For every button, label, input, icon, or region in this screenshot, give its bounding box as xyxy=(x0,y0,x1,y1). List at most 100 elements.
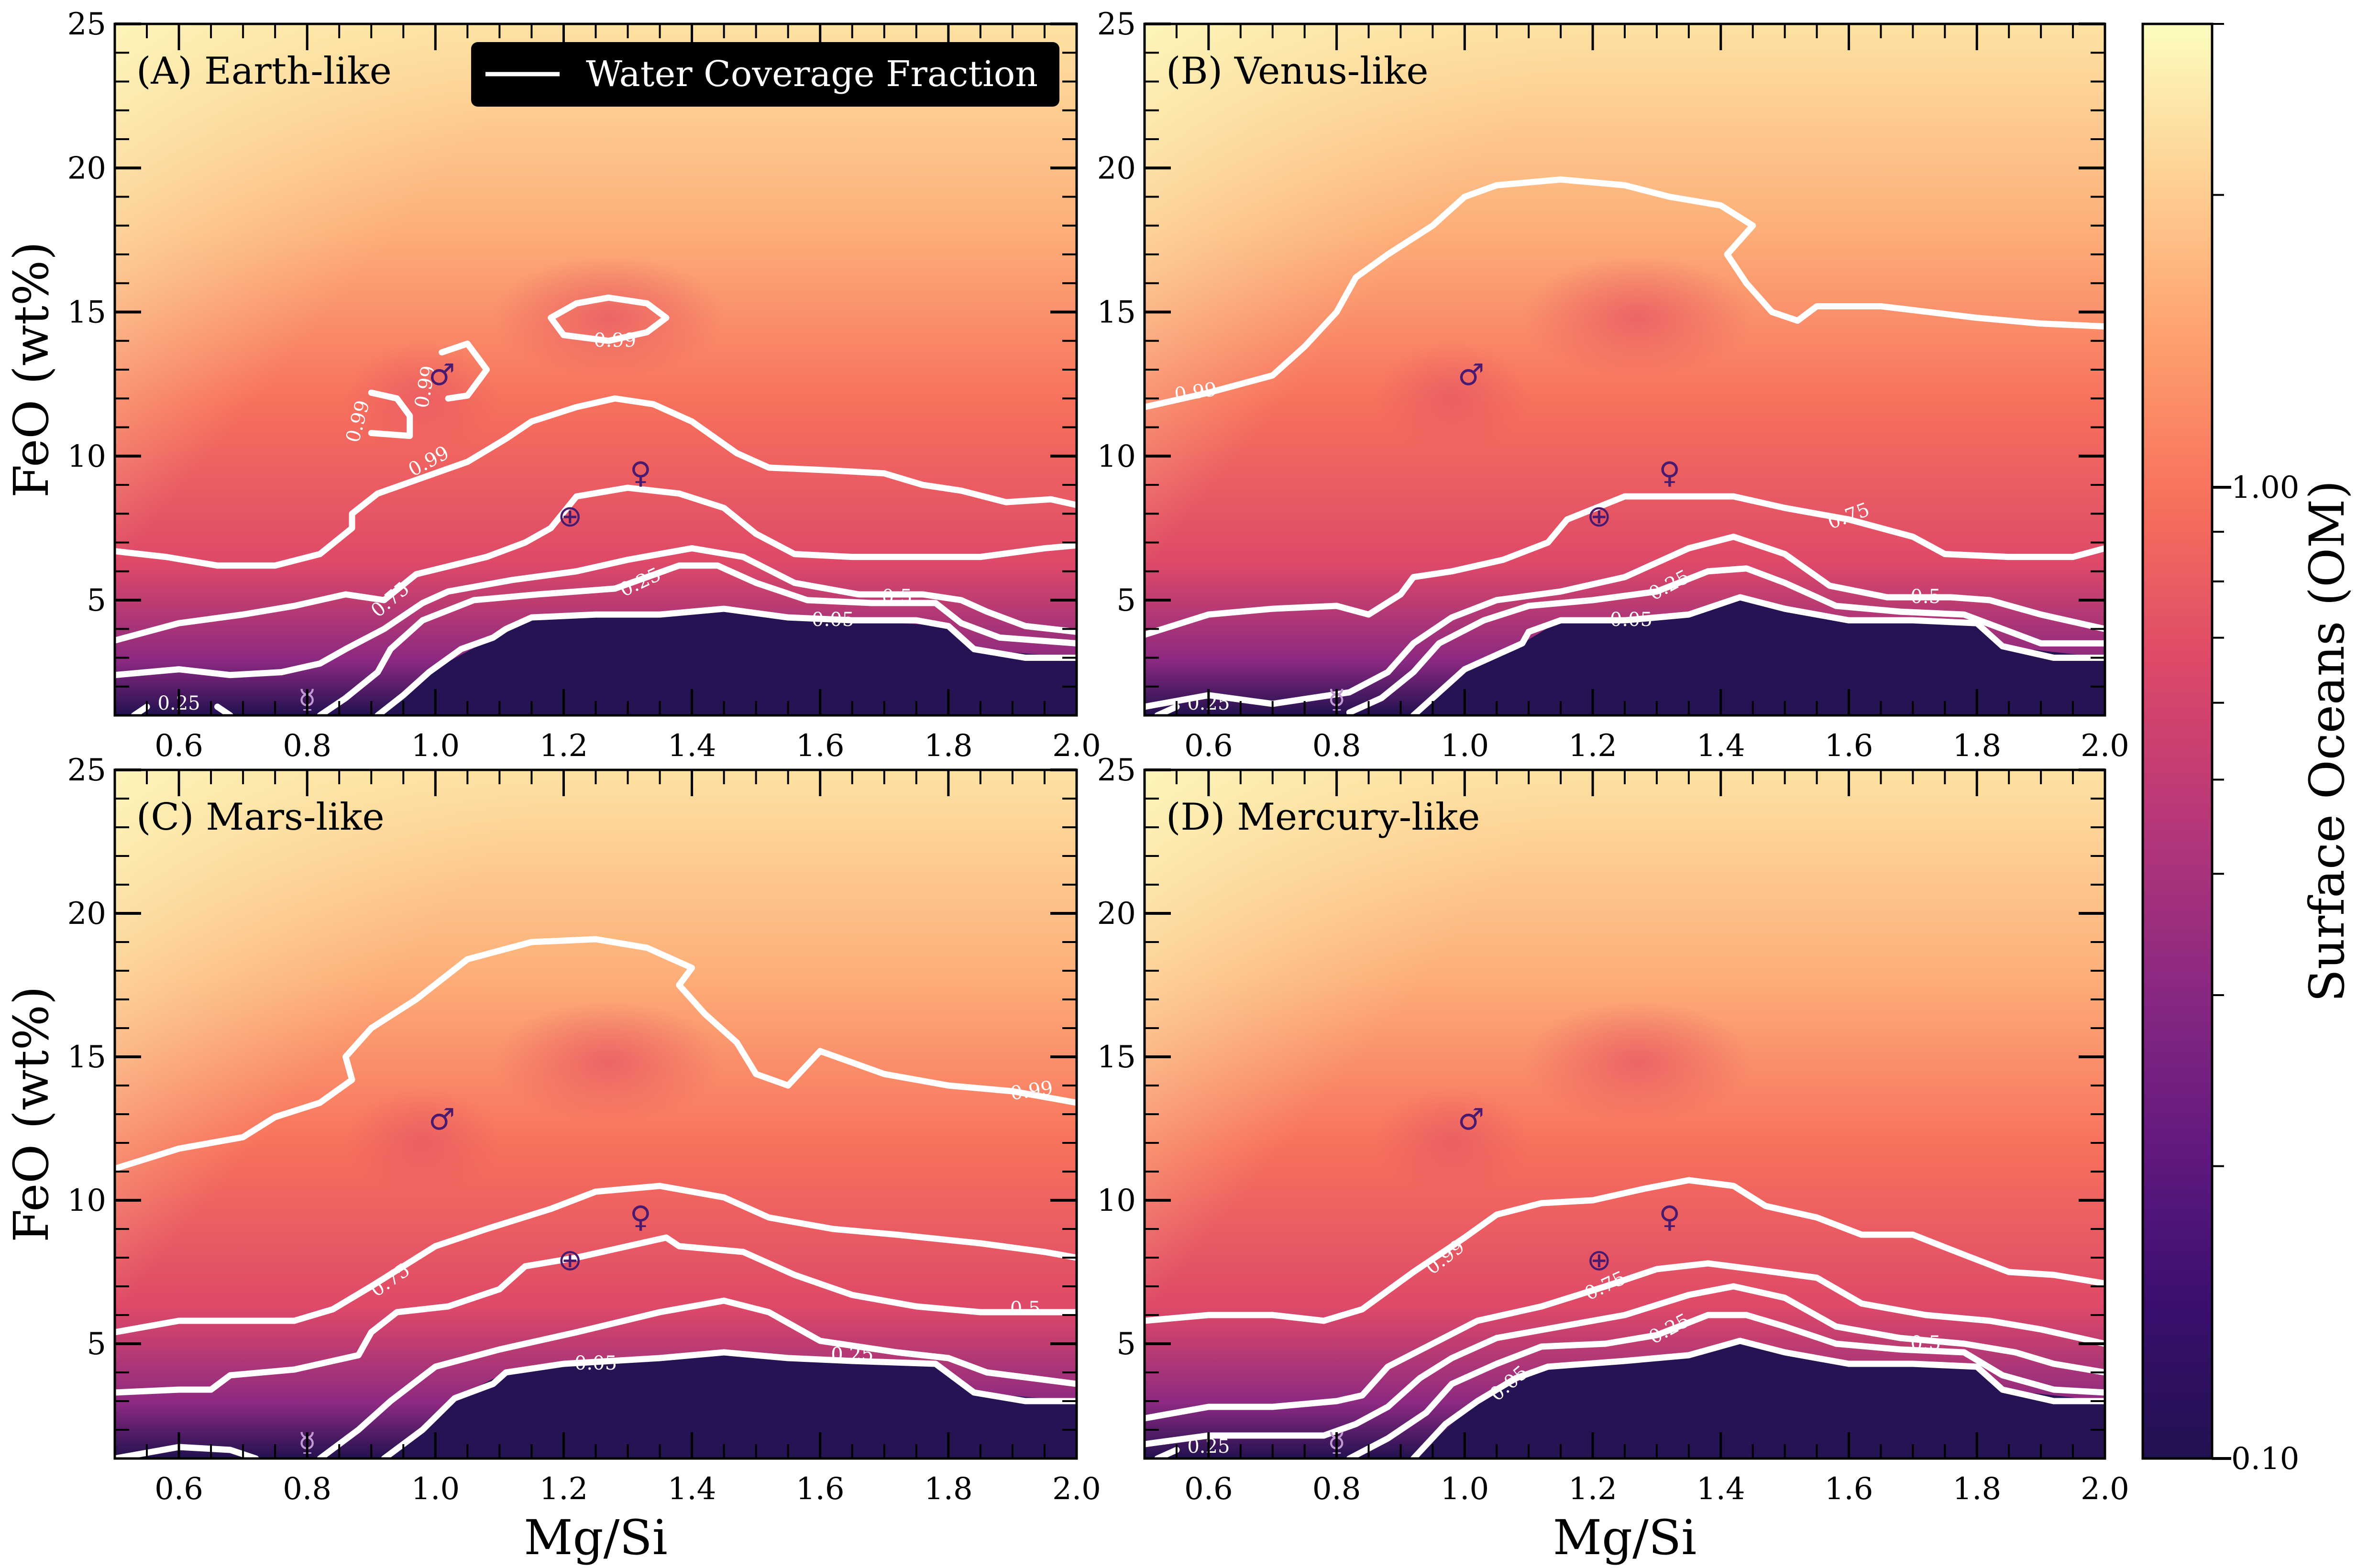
x-tick-label: 0.6 xyxy=(1184,1471,1233,1507)
contour-line-0-5 xyxy=(1145,1283,2105,1447)
y-tick-label: 15 xyxy=(1097,1040,1136,1075)
contour-line-0-75 xyxy=(1145,493,2105,638)
contour-label: 0.99 xyxy=(594,329,636,351)
colorbar: 1.00 0.10 Surface Oceans (OM) xyxy=(2141,22,2355,1477)
planet-marker-earth: ⊕ xyxy=(1586,1242,1611,1277)
planet-marker-mars: ♂ xyxy=(429,1102,455,1137)
x-tick-label: 1.8 xyxy=(1952,1471,2001,1507)
contour-label-group: 0.5 xyxy=(1910,586,1941,608)
planet-marker-venus: ♀ xyxy=(1659,455,1680,490)
contour-line-0-99 xyxy=(115,395,1077,569)
contour-label: 0.5 xyxy=(1910,586,1941,608)
x-tick-label: 2.0 xyxy=(2081,728,2129,764)
y-tick-label: 10 xyxy=(1097,1183,1136,1218)
x-tick-label: 1.0 xyxy=(411,1471,460,1507)
contour-line-0-75 xyxy=(115,484,1077,644)
contour-line-0-25 xyxy=(317,562,1077,715)
y-tick-label: 10 xyxy=(1097,439,1136,474)
y-tick-label: 10 xyxy=(67,439,106,474)
heatmap-hotspot xyxy=(493,1000,724,1125)
contour-line-0-5 xyxy=(115,545,1077,679)
heatmap-low-region xyxy=(1413,597,2105,715)
x-tick-label: 1.8 xyxy=(924,728,973,764)
x-tick-label: 1.4 xyxy=(1696,728,1745,764)
contour-line-0-5 xyxy=(1145,533,2105,710)
x-tick-label: 1.2 xyxy=(1568,728,1617,764)
planet-marker-mars: ♂ xyxy=(429,357,455,392)
x-tick-label: 0.8 xyxy=(1312,1471,1361,1507)
x-tick-label: 1.8 xyxy=(924,1471,973,1507)
panel-heatmap: 0.990.750.50.250.050.25☿♀⊕♂ xyxy=(1145,24,2105,715)
heatmap-hotspot xyxy=(345,343,500,454)
panel-heatmap: 0.990.750.50.250.250.05☿♀⊕♂ xyxy=(115,770,1077,1458)
panel-title: (C) Mars-like xyxy=(136,796,385,839)
contour-label-group: 0.05 xyxy=(574,1352,617,1374)
legend-box xyxy=(471,42,1059,107)
contour-label: 0.05 xyxy=(1610,609,1652,631)
y-axis-label: FeO (wt%) xyxy=(3,241,59,498)
contour-line-0-75 xyxy=(115,1183,1077,1336)
x-tick-label: 1.0 xyxy=(411,728,460,764)
x-tick-label: 1.4 xyxy=(668,1471,716,1507)
panel-b: 0.990.750.50.250.050.25☿♀⊕♂0.60.81.01.21… xyxy=(1097,7,2129,764)
contour-label-group: 0.5 xyxy=(1010,1298,1041,1320)
x-tick-label: 0.6 xyxy=(154,1471,203,1507)
y-tick-label: 25 xyxy=(67,7,106,42)
x-axis-label: Mg/Si xyxy=(524,1510,668,1566)
panel-heatmap: 0.990.750.50.250.050.25☿♀⊕♂ xyxy=(1145,770,2105,1458)
heatmap-hotspot xyxy=(1375,1087,1529,1198)
colorbar-tick-label-1: 1.00 xyxy=(2231,470,2300,505)
contour-line-0-99 xyxy=(439,340,490,402)
contour-line-0-99 xyxy=(548,294,670,344)
contour-label-group: 0.05 xyxy=(812,609,854,631)
contour-line-0-25 xyxy=(317,1297,1077,1458)
heatmap-hotspot xyxy=(345,1087,500,1198)
panel-title: (A) Earth-like xyxy=(136,50,392,93)
heatmap-low-region xyxy=(1413,1341,2105,1458)
x-tick-label: 2.0 xyxy=(1052,1471,1101,1507)
contour-line-0-25 xyxy=(131,703,150,715)
y-tick-label: 10 xyxy=(67,1183,106,1218)
planet-marker-mars: ♂ xyxy=(1458,357,1485,392)
y-tick-label: 25 xyxy=(1097,7,1136,42)
contour-line-0-05 xyxy=(381,1349,1077,1458)
x-tick-label: 1.2 xyxy=(540,1471,588,1507)
x-tick-label: 1.0 xyxy=(1440,728,1489,764)
y-tick-label: 20 xyxy=(1097,151,1136,186)
heatmap-hotspot xyxy=(1522,1000,1753,1125)
x-tick-label: 1.6 xyxy=(796,728,845,764)
x-tick-label: 0.6 xyxy=(154,728,203,764)
planet-marker-venus: ♀ xyxy=(1659,1199,1680,1234)
contour-line-0-05 xyxy=(1410,1338,2105,1458)
y-tick-label: 15 xyxy=(67,295,106,330)
heatmap-hotspot xyxy=(1375,343,1529,454)
contour-label: 0.05 xyxy=(574,1352,617,1374)
heatmap-hotspot xyxy=(493,255,724,380)
x-tick-label: 1.4 xyxy=(1696,1471,1745,1507)
panel-title: (D) Mercury-like xyxy=(1166,796,1480,839)
x-tick-label: 0.8 xyxy=(1312,728,1361,764)
contour-line-0-25 xyxy=(1154,703,1180,715)
planet-marker-venus: ♀ xyxy=(630,1199,651,1234)
contour-line-0-25 xyxy=(1346,565,2105,715)
y-tick-label: 15 xyxy=(67,1040,106,1075)
contour-line-0-99 xyxy=(1145,176,2105,410)
x-tick-label: 1.6 xyxy=(796,1471,845,1507)
x-tick-label: 1.0 xyxy=(1440,1471,1489,1507)
x-tick-label: 1.8 xyxy=(1952,728,2001,764)
contour-line-0-05 xyxy=(374,605,1077,715)
x-tick-label: 1.6 xyxy=(1825,1471,1873,1507)
x-tick-label: 0.8 xyxy=(283,1471,331,1507)
contour-line-0-75 xyxy=(1145,1260,2105,1422)
y-tick-label: 20 xyxy=(1097,896,1136,932)
contour-label: 0.5 xyxy=(1010,1298,1041,1320)
y-tick-label: 15 xyxy=(1097,295,1136,330)
contour-line-0-5 xyxy=(115,1234,1077,1396)
contour-line-0-25 xyxy=(1346,1312,2105,1458)
panel-heatmap: 0.990.990.990.990.750.50.250.050.25☿♀⊕♂ xyxy=(115,24,1077,715)
x-tick-label: 2.0 xyxy=(1052,728,1101,764)
y-tick-label: 5 xyxy=(87,583,106,618)
y-tick-label: 5 xyxy=(1116,1327,1136,1362)
panel-d: 0.990.750.50.250.050.25☿♀⊕♂0.60.81.01.21… xyxy=(1097,753,2129,1566)
